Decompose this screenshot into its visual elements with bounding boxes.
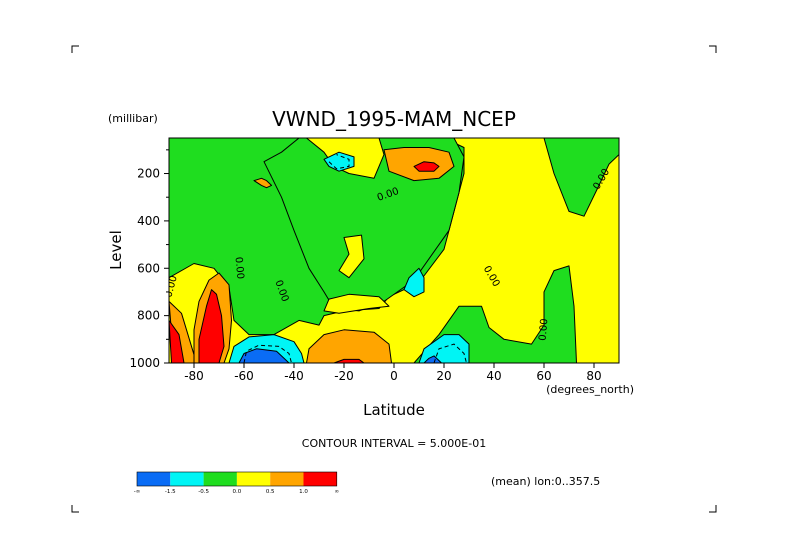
- colorbar-label: 1.0: [299, 489, 308, 495]
- colorbar-swatch: [170, 472, 204, 486]
- x-axis: -80 -60 -40 -20 0 20 40 60 80: [184, 363, 602, 383]
- colorbar-label: 0.5: [266, 489, 275, 495]
- x-units-label: (degrees_north): [546, 383, 634, 396]
- contour-region-near-zero-negative: [543, 138, 619, 217]
- dashed-contour-line: [433, 343, 467, 363]
- chart-title: VWND_1995-MAM_NCEP: [272, 107, 516, 131]
- y-tick-label: 800: [137, 309, 160, 323]
- y-tick-label: 600: [137, 261, 160, 275]
- colorbar-swatch: [203, 472, 237, 486]
- y-axis: 200 400 600 800 1000: [129, 149, 169, 370]
- x-tick-label: 0: [390, 369, 398, 383]
- x-tick-label: 80: [586, 369, 601, 383]
- x-tick-label: 60: [536, 369, 551, 383]
- contour-region-strong-positive: [169, 319, 185, 363]
- x-tick-label: 20: [436, 369, 451, 383]
- colorbar-label: 0.0: [233, 489, 242, 495]
- contour-region-near-zero-positive: [323, 293, 390, 314]
- contour-region-strong-positive: [333, 358, 365, 363]
- colorbar-swatch: [270, 472, 304, 486]
- colorbar-label: -1.5: [165, 489, 176, 495]
- y-tick-label: 1000: [129, 356, 160, 370]
- colorbar: -∞ -1.5 -0.5 0.0 0.5 1.0 ∞: [134, 471, 340, 495]
- x-tick-label: -20: [334, 369, 354, 383]
- dashed-contour-line: [328, 154, 350, 170]
- negative-contours: [243, 154, 467, 363]
- colorbar-swatch: [236, 472, 271, 486]
- contour-region-strong-positive: [413, 161, 440, 172]
- colorbar-label: ∞: [335, 489, 340, 495]
- colorbar-label: -∞: [134, 489, 141, 495]
- contour-label: 0.00: [163, 274, 179, 298]
- y-tick-label: 200: [137, 167, 160, 181]
- x-axis-label: Latitude: [363, 401, 425, 419]
- colorbar-frame: [136, 471, 338, 487]
- contour-region-slightly-negative: [418, 334, 470, 363]
- contour-region-positive: [253, 177, 272, 189]
- footer-text: (mean) lon:0..357.5: [491, 475, 600, 488]
- x-tick-label: -80: [184, 369, 204, 383]
- colorbar-label: -0.5: [198, 489, 209, 495]
- dashed-contour-line: [243, 344, 292, 363]
- contour-label: 0.00: [233, 256, 246, 279]
- contour-interval-text: CONTOUR INTERVAL = 5.000E-01: [302, 437, 486, 450]
- x-tick-label: -40: [284, 369, 304, 383]
- x-tick-label: 40: [486, 369, 501, 383]
- colorbar-swatch: [137, 472, 171, 486]
- x-tick-label: -60: [234, 369, 254, 383]
- contour-region-slightly-negative: [323, 151, 355, 172]
- contour-region-negative: [423, 355, 442, 363]
- contour-region-strong-positive: [198, 289, 225, 363]
- corner-marks: [71, 45, 717, 513]
- plot-area: 0.000.000.000.000.000.000.00: [163, 137, 620, 364]
- contour-label: 0.00: [538, 318, 551, 341]
- y-units-label: (millibar): [108, 112, 158, 125]
- y-axis-label: Level: [107, 230, 125, 270]
- contour-region-slightly-negative: [403, 267, 425, 298]
- colorbar-swatch: [303, 472, 337, 486]
- contour-region-negative: [238, 348, 290, 363]
- contour-fills: [169, 138, 619, 363]
- y-tick-label: 400: [137, 214, 160, 228]
- contour-region-near-zero-positive: [338, 234, 365, 279]
- contour-region-positive: [306, 329, 392, 363]
